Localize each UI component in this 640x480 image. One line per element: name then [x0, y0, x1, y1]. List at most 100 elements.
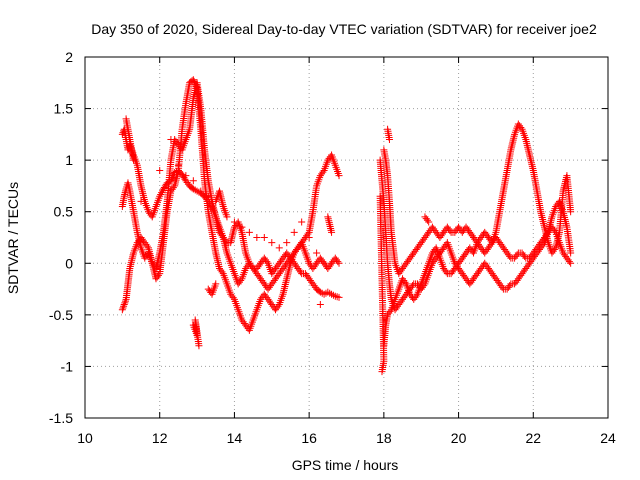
- data-point: [192, 81, 200, 89]
- data-point: [386, 307, 394, 315]
- data-point: [169, 184, 177, 192]
- data-point: [376, 192, 384, 200]
- data-point: [506, 252, 514, 260]
- data-point: [517, 123, 525, 131]
- data-point: [423, 216, 431, 224]
- axis-ticks: [84, 56, 609, 419]
- data-point: [156, 166, 164, 174]
- data-point: [120, 301, 128, 309]
- data-point: [550, 246, 558, 254]
- data-point: [304, 230, 312, 238]
- data-point: [174, 161, 182, 169]
- data-point: [119, 304, 127, 312]
- series-track-6: [380, 120, 575, 278]
- data-point: [189, 76, 197, 84]
- data-point: [320, 259, 328, 267]
- data-point: [191, 79, 199, 87]
- data-point: [313, 249, 321, 257]
- data-point: [316, 301, 324, 309]
- data-point: [192, 82, 200, 90]
- data-point: [335, 172, 343, 180]
- plot-frame: [84, 56, 609, 419]
- data-point: [268, 239, 276, 247]
- data-point: [182, 172, 190, 180]
- data-point: [121, 297, 129, 305]
- data-point: [253, 234, 261, 241]
- y-tick-label: -0.5: [49, 307, 73, 323]
- data-point: [245, 228, 253, 236]
- data-point: [567, 208, 575, 216]
- data-point: [143, 242, 151, 250]
- data-point: [120, 302, 128, 310]
- data-point: [305, 234, 313, 241]
- data-point: [328, 228, 336, 236]
- data-point: [446, 227, 454, 235]
- data-point: [137, 197, 145, 205]
- data-points: [118, 76, 575, 376]
- y-tick-label: 1: [65, 152, 73, 168]
- data-point: [275, 244, 283, 252]
- data-point: [335, 293, 343, 301]
- data-point: [167, 136, 175, 144]
- x-tick-label: 14: [227, 430, 243, 446]
- data-point: [335, 259, 343, 267]
- x-tick-label: 12: [152, 430, 168, 446]
- y-tick-label: -1.5: [49, 410, 73, 426]
- y-axis-label: SDTVAR / TECUs: [5, 182, 21, 294]
- y-tick-label: 0: [65, 255, 73, 271]
- data-point: [498, 283, 506, 291]
- data-point: [260, 234, 268, 241]
- chart-title: Day 350 of 2020, Sidereal Day-to-day VTE…: [91, 21, 597, 37]
- x-tick-label: 16: [301, 430, 317, 446]
- data-point: [274, 302, 282, 310]
- data-point: [442, 268, 450, 276]
- data-point: [197, 187, 205, 195]
- data-point: [290, 228, 298, 236]
- data-point: [121, 299, 129, 307]
- data-point: [298, 218, 306, 226]
- data-point: [567, 259, 575, 267]
- x-tick-label: 18: [376, 430, 392, 446]
- data-point: [195, 342, 203, 350]
- x-tick-labels: 10 12 14 16 18 20 22 24: [77, 430, 616, 446]
- data-point: [550, 227, 558, 235]
- data-point: [212, 280, 220, 288]
- data-point: [130, 156, 138, 164]
- y-tick-labels: 2 1.5 1 0.5 0 -0.5 -1 -1.5: [49, 49, 73, 426]
- data-point: [237, 276, 245, 284]
- data-point: [238, 223, 246, 231]
- data-point: [204, 192, 212, 200]
- data-point: [334, 258, 342, 266]
- data-point: [521, 252, 529, 260]
- data-point: [513, 251, 521, 259]
- data-point: [218, 268, 226, 276]
- data-point: [157, 190, 165, 198]
- data-point: [158, 189, 166, 197]
- data-point: [263, 258, 271, 266]
- series-track-7: [376, 125, 575, 376]
- data-point: [319, 168, 327, 176]
- data-point: [385, 136, 393, 144]
- data-point: [401, 278, 409, 286]
- data-point: [412, 292, 420, 300]
- x-axis-label: GPS time / hours: [292, 457, 399, 473]
- data-point: [565, 258, 573, 266]
- data-point: [154, 271, 162, 279]
- data-point: [118, 306, 126, 314]
- x-tick-label: 24: [600, 430, 616, 446]
- data-point: [190, 77, 198, 85]
- data-point: [425, 218, 433, 226]
- data-point: [230, 218, 238, 226]
- data-point: [229, 294, 237, 302]
- x-tick-label: 20: [451, 430, 467, 446]
- data-point: [567, 249, 575, 257]
- data-point: [189, 177, 197, 185]
- y-tick-label: 0.5: [54, 204, 74, 220]
- x-tick-label: 22: [525, 430, 541, 446]
- data-point: [296, 268, 304, 276]
- data-point: [223, 213, 231, 221]
- data-point: [283, 239, 291, 247]
- data-point: [156, 192, 164, 200]
- data-point: [506, 282, 514, 290]
